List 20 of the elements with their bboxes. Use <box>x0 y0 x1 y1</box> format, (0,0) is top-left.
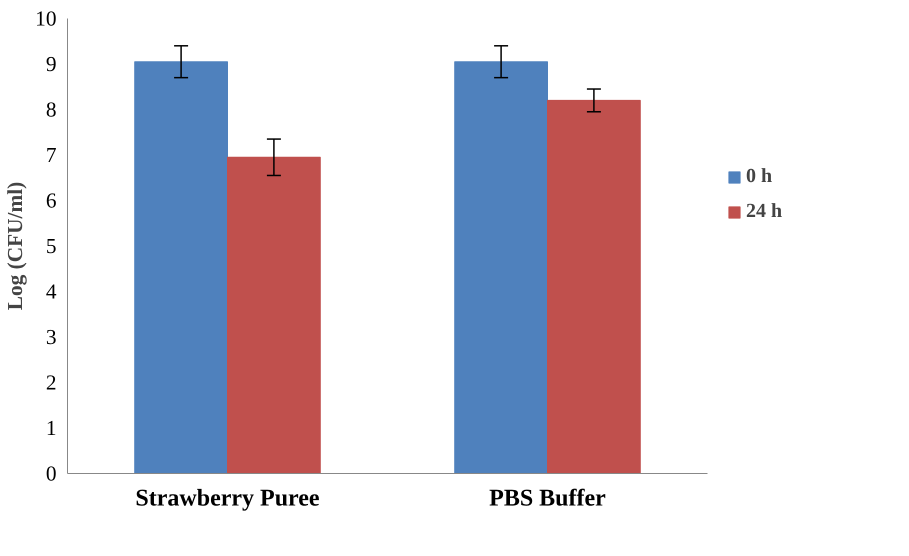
legend-label: 0 h <box>746 165 772 188</box>
x-tick-label: Strawberry Puree <box>135 486 320 512</box>
y-axis-title: Log (CFU/ml) <box>3 182 28 310</box>
y-tick-label: 8 <box>46 98 57 122</box>
y-tick-label: 4 <box>46 280 57 304</box>
bar <box>134 61 228 474</box>
y-tick-label: 3 <box>46 325 57 349</box>
y-tick-label: 9 <box>46 52 57 76</box>
bar <box>454 61 548 474</box>
y-tick-label: 7 <box>46 143 57 167</box>
y-tick-label: 0 <box>46 462 57 486</box>
y-tick-label: 5 <box>46 234 57 258</box>
bar <box>547 100 641 474</box>
y-tick-label: 2 <box>46 370 57 394</box>
y-tick-label: 1 <box>46 416 57 440</box>
y-tick-label: 10 <box>35 6 56 30</box>
x-tick-label: PBS Buffer <box>489 486 606 512</box>
bar <box>227 156 321 474</box>
y-tick-label: 6 <box>46 188 57 212</box>
legend-label: 24 h <box>746 200 782 223</box>
